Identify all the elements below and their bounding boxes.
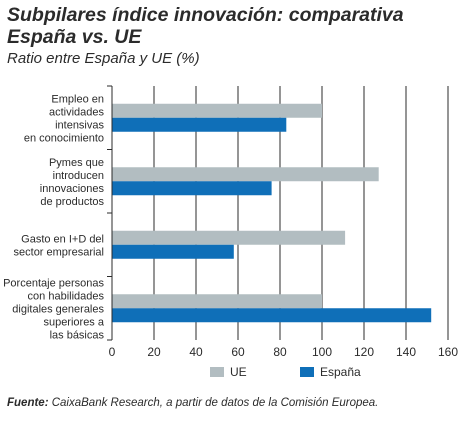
source-label: Fuente: — [7, 397, 49, 409]
bar-espana — [112, 181, 272, 196]
x-tick-label: 20 — [147, 345, 161, 359]
chart-title: Subpilares índice innovación: comparativ… — [7, 4, 404, 48]
x-tick-label: 160 — [438, 345, 458, 359]
x-tick-label: 80 — [273, 345, 287, 359]
category-label: Empleo en actividades intensivas en conocim… — [24, 93, 105, 144]
legend-swatch-ue — [210, 367, 224, 377]
x-tick-label: 40 — [189, 345, 203, 359]
bar-ue — [112, 294, 322, 309]
bar-espana — [112, 244, 234, 259]
bar-espana — [112, 117, 287, 132]
bar-ue — [112, 230, 346, 245]
chart-subtitle: Ratio entre España y UE (%) — [7, 50, 200, 67]
bar-chart: Empleo en actividades intensivas en conocim… — [3, 85, 458, 379]
x-tick-label: 0 — [109, 345, 116, 359]
bar-ue — [112, 103, 322, 118]
category-label: Porcentaje personas con habilidades digita… — [3, 277, 105, 341]
bar-ue — [112, 167, 379, 182]
legend-label-ue: UE — [230, 365, 247, 379]
category-label: Pymes que introducen innovaciones de produc… — [40, 157, 105, 208]
source-note: Fuente: CaixaBank Research, a partir de … — [7, 397, 378, 409]
x-tick-label: 100 — [312, 345, 332, 359]
x-tick-label: 120 — [354, 345, 374, 359]
category-label: Gasto en I+D del sector empresarial — [14, 233, 104, 258]
legend-swatch-espana — [300, 367, 314, 377]
legend-label-espana: España — [320, 365, 361, 379]
source-text: CaixaBank Research, a partir de datos de… — [48, 397, 379, 409]
x-tick-label: 140 — [396, 345, 416, 359]
bar-espana — [112, 308, 432, 323]
x-tick-label: 60 — [231, 345, 245, 359]
